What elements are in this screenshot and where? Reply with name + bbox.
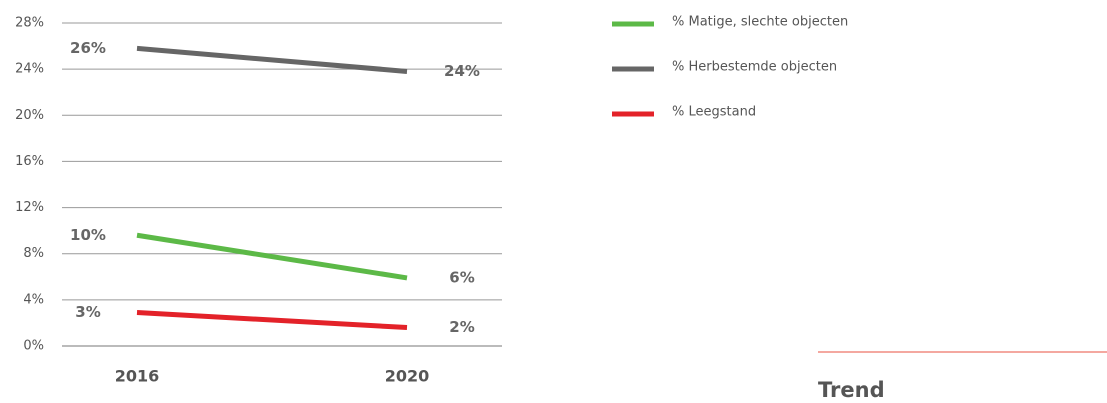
legend-label: % Herbestemde objecten (672, 60, 837, 75)
legend-label: % Matige, slechte objecten (672, 15, 848, 30)
data-label: 10% (70, 226, 106, 244)
y-tick-label: 12% (15, 200, 44, 215)
y-tick-label: 16% (15, 154, 44, 169)
section-title: Trend (818, 378, 885, 402)
line (136, 310, 408, 331)
line (136, 232, 408, 281)
line (136, 45, 408, 74)
x-tick-label: 2020 (385, 367, 430, 386)
y-tick-label: 4% (23, 292, 44, 307)
y-tick-label: 8% (23, 246, 44, 261)
data-label: 24% (444, 62, 480, 80)
x-tick-label: 2016 (115, 367, 160, 386)
data-label: 3% (75, 303, 100, 321)
y-tick-label: 0% (23, 339, 44, 354)
y-tick-label: 28% (15, 16, 44, 31)
y-tick-label: 20% (15, 108, 44, 123)
data-label: 6% (449, 268, 474, 286)
data-label: 2% (449, 318, 474, 336)
legend-label: % Leegstand (672, 105, 756, 120)
y-tick-label: 24% (15, 62, 44, 77)
data-label: 26% (70, 39, 106, 57)
